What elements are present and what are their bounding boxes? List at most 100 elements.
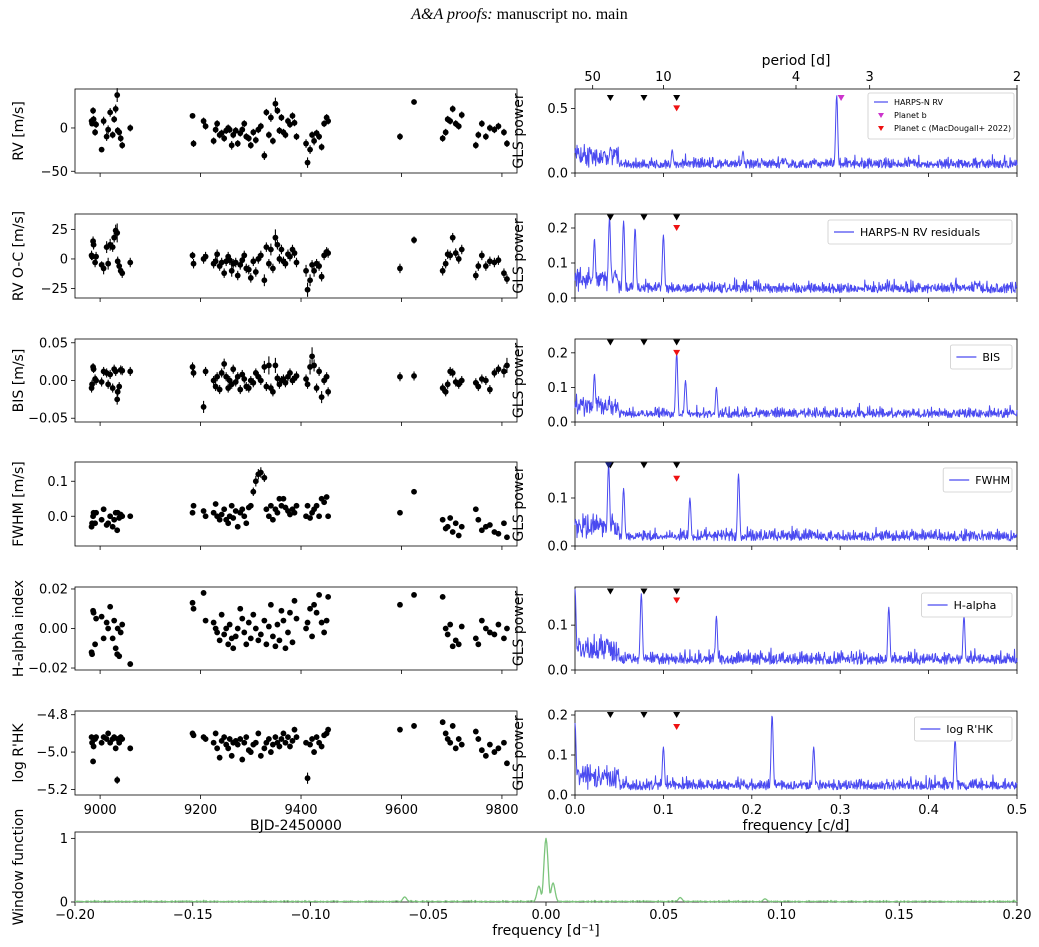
data-point: [478, 252, 485, 259]
data-point: [261, 152, 268, 159]
data-point: [257, 123, 264, 130]
y-tick-label: 0.2: [547, 346, 568, 361]
data-point: [255, 637, 262, 644]
data-point: [452, 745, 459, 752]
data-point: [475, 383, 482, 390]
data-point: [495, 366, 502, 373]
data-point: [397, 726, 403, 733]
data-point: [482, 377, 489, 384]
data-point: [210, 739, 217, 746]
data-point: [307, 146, 313, 153]
data-point: [397, 373, 403, 380]
x-tick-label: 0.00: [532, 908, 561, 923]
data-point: [241, 629, 248, 636]
data-point: [287, 253, 293, 260]
periodogram-panel: [574, 213, 1018, 299]
data-point: [221, 631, 228, 638]
data-point: [218, 259, 225, 266]
data-point: [105, 381, 112, 388]
data-point: [257, 252, 264, 259]
data-point: [214, 373, 221, 380]
data-point: [442, 388, 449, 395]
period-axis-label: period [d]: [762, 53, 831, 69]
data-point: [291, 119, 298, 126]
data-point: [303, 267, 309, 274]
data-point: [439, 135, 446, 142]
planet-c-marker: [673, 597, 681, 604]
period-tick-label: 3: [866, 70, 874, 85]
data-point: [289, 112, 296, 119]
data-point: [475, 736, 482, 742]
data-point: [282, 260, 289, 267]
data-point: [313, 609, 320, 616]
data-point: [311, 749, 317, 755]
data-point: [234, 741, 241, 748]
data-point: [261, 617, 268, 624]
data-point: [119, 270, 126, 277]
timeseries-panel: [74, 710, 518, 796]
data-point: [92, 129, 98, 136]
data-point: [127, 661, 134, 667]
data-point: [495, 257, 502, 264]
x-tick-label: 0.20: [1003, 908, 1032, 923]
data-point: [252, 478, 259, 485]
data-point: [265, 623, 272, 630]
data-point: [501, 635, 507, 642]
data-point: [112, 745, 119, 752]
data-point: [501, 520, 507, 527]
x-tick-label: −0.10: [291, 908, 331, 923]
data-point: [241, 376, 248, 382]
data-point: [287, 370, 293, 376]
data-point: [114, 92, 121, 98]
data-point: [397, 509, 403, 516]
y-tick-label: 0.0: [547, 167, 568, 182]
data-point: [200, 404, 207, 410]
data-point: [89, 381, 95, 388]
data-point: [93, 509, 99, 516]
y-tick-label: 0.02: [39, 582, 68, 597]
data-point: [226, 257, 233, 264]
period-tick-label: 10: [655, 70, 672, 85]
planet-c-marker: [673, 724, 681, 730]
x-tick-label: 0.15: [885, 908, 914, 923]
data-point: [243, 641, 250, 648]
data-point: [278, 114, 285, 121]
data-point: [119, 513, 126, 520]
data-point: [218, 370, 225, 376]
period-marker: [606, 339, 614, 346]
data-point: [221, 135, 228, 142]
data-point: [210, 138, 217, 144]
data-point: [114, 777, 121, 783]
data-point: [267, 749, 274, 755]
period-marker: [606, 95, 614, 102]
periodogram-line: [574, 465, 1018, 542]
data-point: [478, 527, 485, 534]
data-point: [109, 635, 116, 642]
data-point: [269, 388, 276, 395]
data-point: [109, 244, 116, 251]
data-point: [257, 752, 264, 759]
data-point: [411, 237, 417, 243]
data-point: [218, 511, 225, 518]
period-tick-label: 50: [584, 70, 601, 85]
data-point: [501, 739, 507, 746]
period-marker: [606, 214, 614, 221]
data-point: [237, 605, 244, 612]
data-point: [491, 126, 498, 133]
legend-label: HARPS-N RV: [894, 98, 943, 107]
y-axis-label: log R'HK: [11, 723, 27, 783]
data-point: [221, 361, 228, 367]
data-point: [495, 621, 502, 628]
x-tick-label: 0.1: [653, 803, 674, 818]
data-point: [486, 629, 493, 636]
data-point: [504, 760, 510, 767]
data-point: [103, 736, 110, 742]
data-point: [491, 631, 498, 638]
data-point: [117, 629, 124, 636]
data-point: [228, 752, 235, 759]
data-point: [252, 739, 259, 746]
manuscript-label: manuscript no. main: [492, 6, 628, 23]
period-marker: [640, 214, 648, 221]
data-point: [307, 277, 313, 284]
data-point: [269, 138, 276, 144]
